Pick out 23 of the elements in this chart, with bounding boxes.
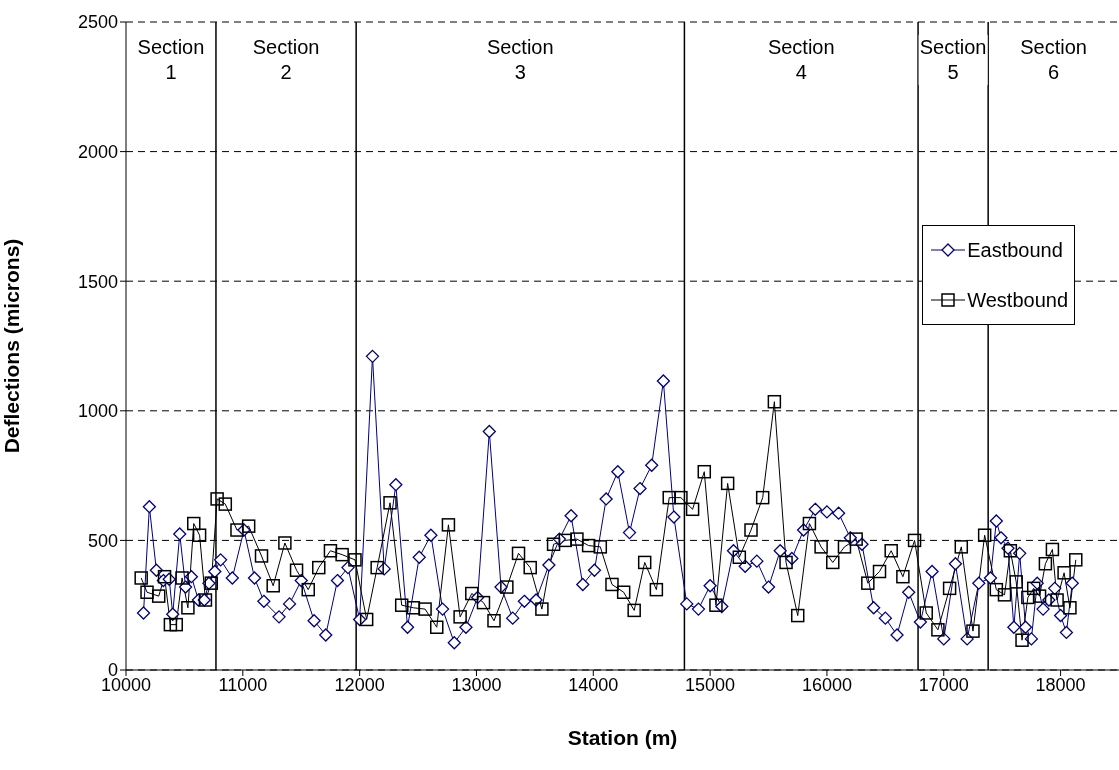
legend-label: Eastbound [967,238,1063,262]
annotation: Section 1 [136,35,206,85]
annotation: Section 6 [1019,35,1088,85]
annotation: Section 5 [918,35,988,85]
annotation: Section 3 [485,35,555,85]
x-tick-label: 18000 [1035,674,1086,695]
x-tick-label: 12000 [334,674,385,695]
y-tick-label: 500 [87,530,118,551]
x-tick-label: 16000 [801,674,852,695]
x-axis-title: Station (m) [567,726,678,749]
x-tick-label: 15000 [685,674,736,695]
x-tick-label: 13000 [451,674,502,695]
y-tick-label: 2000 [77,141,118,162]
y-axis-title: Deflections (microns) [0,238,24,454]
y-tick-label: 1500 [77,271,118,292]
legend-label: Westbound [967,288,1068,312]
y-tick-label: 2500 [77,12,118,33]
x-tick-label: 11000 [218,674,268,695]
y-tick-label: 1000 [77,401,118,422]
x-tick-label: 17000 [918,674,969,695]
annotation: Section 2 [251,35,321,85]
annotation: Section 4 [766,35,836,85]
x-tick-label: 14000 [568,674,619,695]
